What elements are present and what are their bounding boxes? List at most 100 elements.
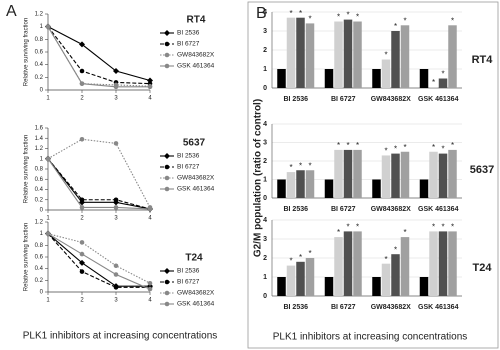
legend-marker [164,301,170,307]
y-tick-label: 1 [263,274,267,281]
bar [381,155,391,198]
legend-label: GSK 461364 [177,186,215,193]
annotation: * [432,143,435,152]
annotation: * [441,145,444,154]
annotation: * [346,141,349,150]
bar [324,69,334,88]
bar [438,231,448,296]
y-tick-label: 0.2 [35,75,44,81]
legend-label: BI 2536 [177,30,200,37]
y-tick-label: 1 [40,24,44,30]
bar [400,237,410,296]
legend-label: BI 2536 [177,268,200,275]
y-tick-label: 0 [40,88,44,94]
bar [419,69,429,88]
annotation: * [384,255,387,264]
bar [372,69,381,88]
chart-title: RT4 [472,54,494,66]
annotation: * [451,141,454,150]
bar [277,69,286,88]
bar [277,277,286,296]
annotation: * [289,9,292,18]
y-tick-label: 1.2 [35,146,44,152]
legend-label: BI 2536 [177,153,200,160]
bar [343,19,353,89]
y-axis-label: G2/M population (ratio of control) [253,99,264,257]
bar [391,254,400,296]
x-tick-label: 3 [114,216,118,222]
annotation: * [356,223,359,232]
annotation: * [356,141,359,150]
y-tick-label: 0 [40,208,44,214]
legend-marker [164,164,170,170]
bar [391,31,400,88]
point [113,285,119,290]
point [113,197,119,203]
point [45,156,51,162]
y-tick-label: 2 [263,255,267,262]
bar [353,231,362,296]
bar [286,265,296,296]
y-tick-label: 3 [263,139,267,146]
annotation: * [299,253,302,262]
y-tick-label: 4 [263,217,267,224]
bar [381,59,391,88]
annotation: * [346,223,349,232]
legend-label: BI 6727 [177,279,200,286]
annotation: * [403,16,406,25]
legend-marker [164,186,170,192]
series-line [47,26,151,82]
panel-b-frame [247,1,499,349]
y-tick-label: 4 [263,9,267,16]
point [79,269,85,274]
bar [296,17,305,89]
x-tick-label: BI 6727 [331,206,356,213]
x-tick-label: BI 2536 [283,96,308,103]
x-tick-label: BI 6727 [331,96,356,103]
x-tick-label: BI 2536 [283,304,308,311]
annotation: * [384,51,387,60]
y-tick-label: 0.2 [35,197,44,203]
bar [277,179,286,198]
chart-title: 5637 [183,138,206,149]
bar [305,258,315,296]
x-axis-label: PLK1 inhibitors at increasing concentrat… [23,331,218,342]
x-tick-label: 4 [148,298,152,304]
y-tick-label: 1.6 [35,126,44,132]
x-tick-label: BI 6727 [331,304,356,311]
chart-title: T24 [185,253,203,264]
x-tick-label: 4 [148,96,152,102]
annotation: * [394,22,397,31]
y-tick-label: 0.6 [35,50,44,56]
annotation: * [451,16,454,25]
bar [286,17,296,89]
annotation: * [337,13,340,22]
annotation: * [308,161,311,170]
bar [353,21,362,88]
bar [286,172,296,198]
y-tick-label: 0.8 [35,167,44,173]
y-tick-label: 0 [263,85,267,92]
bar [429,151,438,198]
y-axis-label: Relative surviving fraction [24,135,30,203]
y-tick-label: 1.4 [35,136,44,142]
bar [372,277,381,296]
point [147,286,153,292]
bar [419,179,429,198]
legend-label: GSK 461364 [177,63,215,70]
annotation: * [441,223,444,232]
y-tick-label: 1 [263,66,267,73]
y-axis-label: Relative surviving fraction [24,18,30,86]
y-tick-label: 1 [40,156,44,162]
x-tick-label: GSK 461364 [418,206,459,213]
y-tick-label: 1 [40,231,44,237]
chart-title: T24 [473,262,493,274]
annotation: * [384,147,387,156]
x-tick-label: 3 [114,96,118,102]
point [79,197,85,203]
series-line [47,158,151,210]
annotation: * [289,257,292,266]
x-axis-label: PLK1 inhibitors at increasing concentrat… [273,332,468,343]
bar [448,25,457,88]
